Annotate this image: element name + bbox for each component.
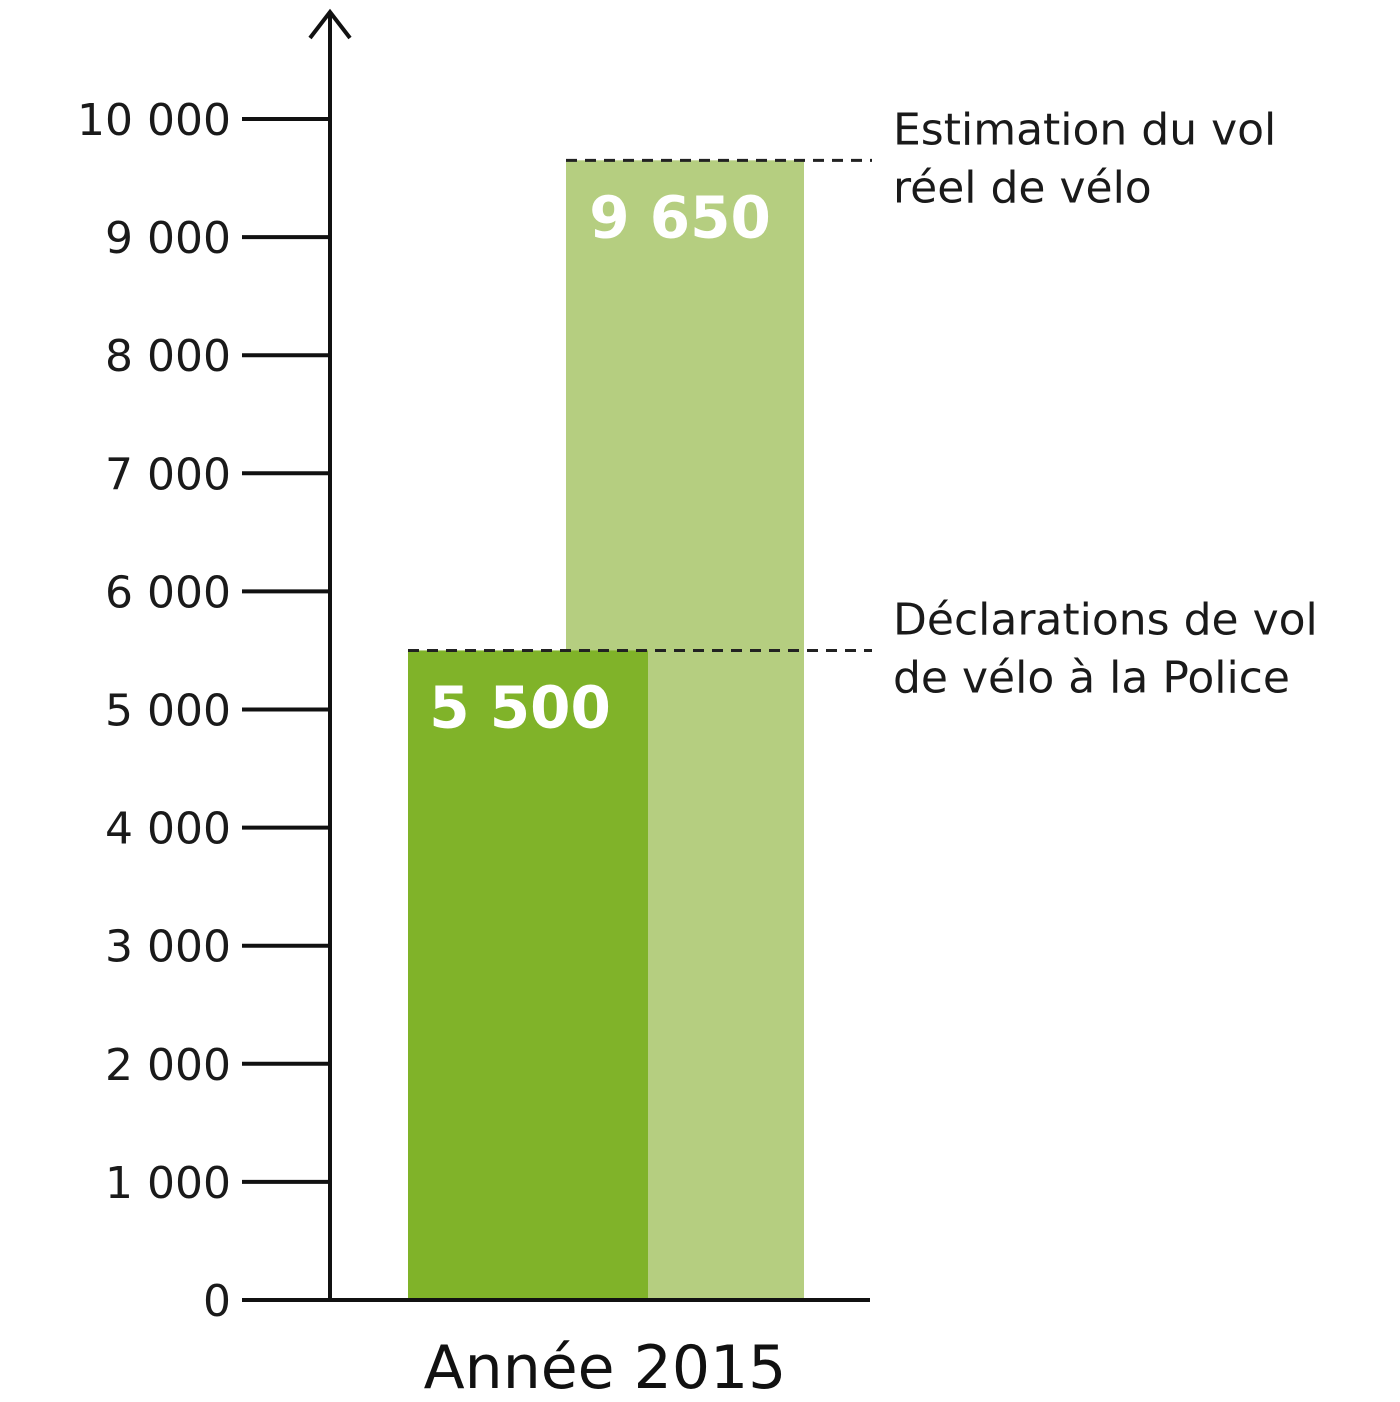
bar	[408, 650, 648, 1300]
y-tick-label: 1 000	[105, 1158, 231, 1209]
bars-group	[408, 160, 804, 1301]
y-tick-label: 3 000	[105, 922, 231, 973]
y-tick-label: 2 000	[105, 1040, 231, 1091]
annotation-line: réel de vélo	[893, 162, 1152, 213]
y-tick-label: 10 000	[77, 95, 231, 146]
y-axis-arrow-icon	[308, 8, 352, 40]
y-tick-label: 8 000	[105, 331, 231, 382]
bar-value-label: 9 650	[589, 183, 771, 251]
y-ticks-group: 0 1 000 2 000 3 000 4 000 5 000 6 000 7 000 8 00…	[77, 95, 330, 1327]
guide-lines-group	[408, 158, 872, 652]
y-tick-label: 5 000	[105, 686, 231, 737]
y-tick-label: 6 000	[105, 567, 231, 618]
bar-value-label: 5 500	[429, 673, 611, 741]
axes-group	[242, 8, 870, 1302]
y-tick-label: 0	[203, 1276, 231, 1327]
labels-group: 5 500 9 650 Estimation du vol réel de vélo D…	[429, 104, 1318, 741]
y-tick-label: 9 000	[105, 213, 231, 264]
y-tick-label: 7 000	[105, 449, 231, 500]
annotation-line: de vélo à la Police	[893, 652, 1290, 703]
annotation-line: Déclarations de vol	[893, 594, 1318, 645]
x-category-label: Année 2015	[424, 1333, 787, 1402]
y-tick-label: 4 000	[105, 804, 231, 855]
annotation-line: Estimation du vol	[893, 104, 1276, 155]
